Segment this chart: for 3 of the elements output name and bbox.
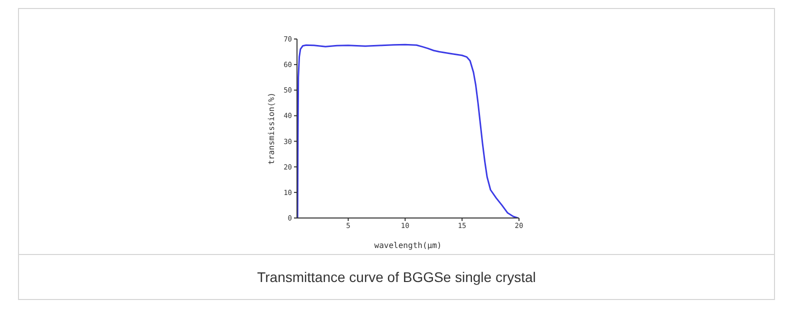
text: Transmittance curve of BGGSe single crystal	[257, 269, 536, 285]
x-axis-title: wavelength(μm)	[374, 241, 442, 250]
y-axis-title: transmission(%)	[266, 92, 276, 165]
